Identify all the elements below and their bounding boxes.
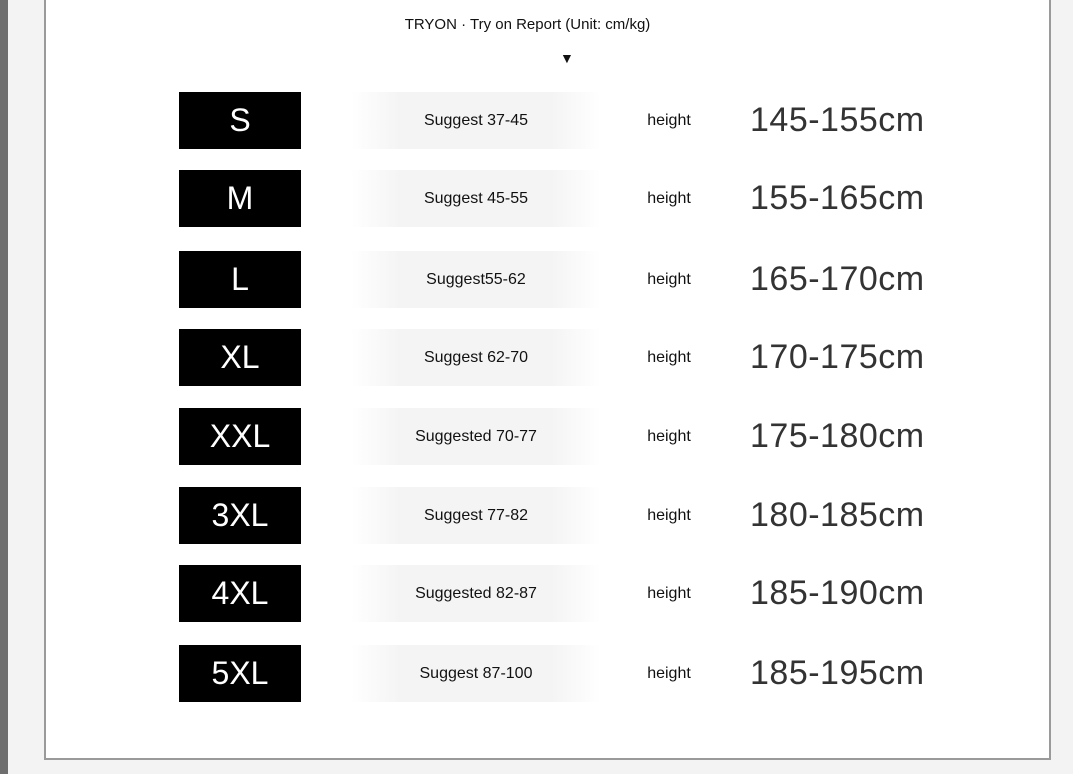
size-label: XXL: [179, 408, 301, 465]
size-label: 4XL: [179, 565, 301, 622]
size-row: 4XL Suggested 82-87 height 185-190cm: [46, 565, 1049, 625]
left-edge: [0, 0, 8, 774]
chart-title: TRYON · Try on Report (Unit: cm/kg): [404, 16, 651, 33]
weight-suggestion: Suggest 87-100: [351, 645, 601, 702]
size-label: 3XL: [179, 487, 301, 544]
size-row: 5XL Suggest 87-100 height 185-195cm: [46, 645, 1049, 705]
height-range: 180-185cm: [750, 496, 925, 534]
size-row: XXL Suggested 70-77 height 175-180cm: [46, 408, 1049, 468]
weight-suggestion: Suggest 45-55: [351, 170, 601, 227]
height-range: 155-165cm: [750, 179, 925, 217]
size-label: 5XL: [179, 645, 301, 702]
weight-suggestion: Suggest 37-45: [351, 92, 601, 149]
size-label: M: [179, 170, 301, 227]
height-range: 165-170cm: [750, 260, 925, 298]
size-row: XL Suggest 62-70 height 170-175cm: [46, 329, 1049, 389]
size-label: XL: [179, 329, 301, 386]
down-triangle-icon: ▼: [560, 50, 574, 66]
height-label: height: [647, 111, 691, 129]
height-label: height: [647, 270, 691, 288]
height-label: height: [647, 584, 691, 602]
height-range: 175-180cm: [750, 417, 925, 455]
weight-suggestion: Suggested 70-77: [351, 408, 601, 465]
size-row: M Suggest 45-55 height 155-165cm: [46, 170, 1049, 230]
height-range: 170-175cm: [750, 338, 925, 376]
weight-suggestion: Suggest 62-70: [351, 329, 601, 386]
height-label: height: [647, 664, 691, 682]
size-label: S: [179, 92, 301, 149]
height-range: 185-190cm: [750, 574, 925, 612]
size-row: S Suggest 37-45 height 145-155cm: [46, 92, 1049, 152]
height-label: height: [647, 427, 691, 445]
height-label: height: [647, 506, 691, 524]
size-label: L: [179, 251, 301, 308]
height-range: 145-155cm: [750, 101, 925, 139]
weight-suggestion: Suggested 82-87: [351, 565, 601, 622]
height-label: height: [647, 348, 691, 366]
size-row: 3XL Suggest 77-82 height 180-185cm: [46, 487, 1049, 547]
height-range: 185-195cm: [750, 654, 925, 692]
size-row: L Suggest55-62 height 165-170cm: [46, 251, 1049, 311]
weight-suggestion: Suggest 77-82: [351, 487, 601, 544]
height-label: height: [647, 189, 691, 207]
size-chart: TRYON · Try on Report (Unit: cm/kg) ▼ S …: [44, 0, 1051, 760]
weight-suggestion: Suggest55-62: [351, 251, 601, 308]
